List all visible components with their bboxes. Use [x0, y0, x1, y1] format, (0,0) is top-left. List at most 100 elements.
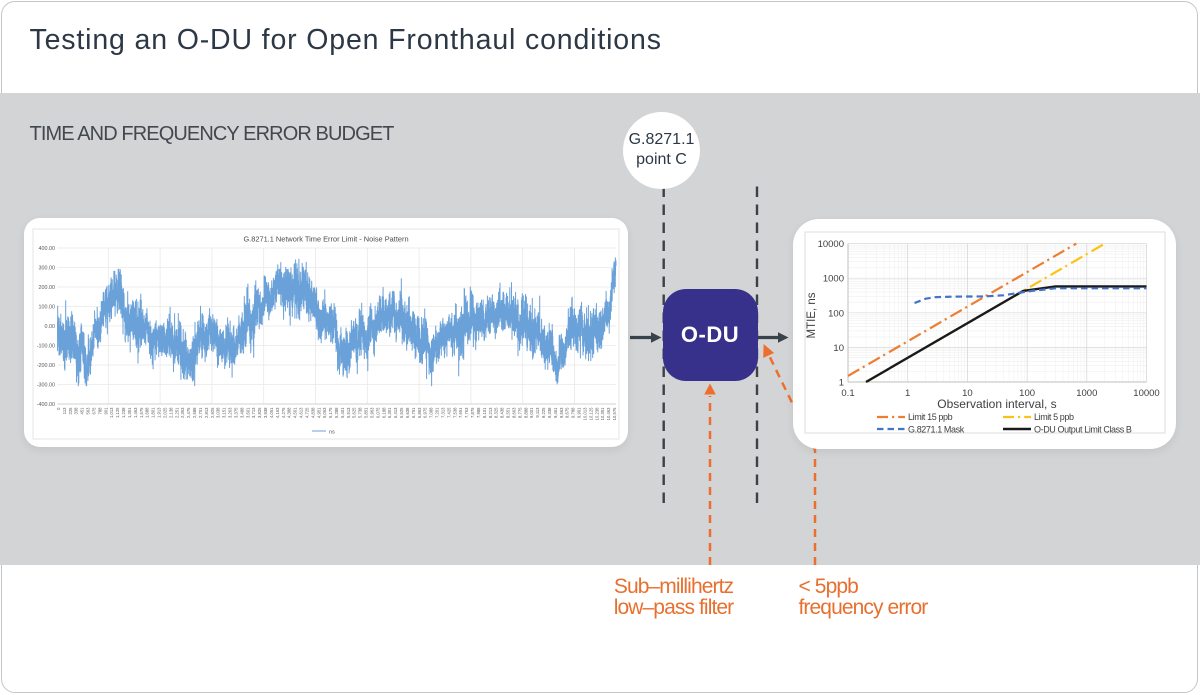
- svg-text:10000: 10000: [1133, 388, 1159, 399]
- svg-text:2,813: 2,813: [204, 407, 209, 418]
- svg-text:-100.00: -100.00: [37, 344, 55, 350]
- svg-text:7,875: 7,875: [470, 407, 475, 418]
- svg-text:10,238: 10,238: [594, 407, 599, 420]
- svg-text:563: 563: [86, 407, 91, 415]
- svg-text:2,138: 2,138: [168, 407, 173, 418]
- svg-text:5,288: 5,288: [334, 407, 339, 418]
- svg-text:5,738: 5,738: [358, 407, 363, 418]
- svg-text:5,063: 5,063: [322, 407, 327, 418]
- svg-text:ns: ns: [329, 429, 335, 435]
- svg-text:6,413: 6,413: [393, 407, 398, 418]
- svg-text:4,275: 4,275: [281, 407, 286, 418]
- svg-text:8,551: 8,551: [506, 407, 511, 418]
- svg-text:6,975: 6,975: [423, 407, 428, 418]
- svg-text:4,613: 4,613: [299, 407, 304, 418]
- svg-text:100: 100: [1019, 388, 1035, 399]
- svg-text:2,251: 2,251: [174, 407, 179, 418]
- svg-text:10: 10: [833, 343, 844, 354]
- svg-text:3,375: 3,375: [233, 407, 238, 418]
- svg-text:0: 0: [56, 407, 61, 410]
- svg-text:3,488: 3,488: [239, 407, 244, 418]
- svg-text:1000: 1000: [823, 274, 844, 285]
- svg-text:1,575: 1,575: [139, 407, 144, 418]
- svg-text:4,163: 4,163: [275, 407, 280, 418]
- svg-text:MTIE, ns: MTIE, ns: [806, 292, 818, 338]
- svg-text:7,201: 7,201: [435, 407, 440, 418]
- svg-text:788: 788: [97, 407, 102, 415]
- svg-text:G.8271.1 Mask: G.8271.1 Mask: [908, 425, 965, 435]
- svg-text:6,075: 6,075: [375, 407, 380, 418]
- svg-text:113: 113: [62, 407, 67, 414]
- svg-text:4,838: 4,838: [310, 407, 315, 418]
- svg-text:400.00: 400.00: [39, 246, 56, 252]
- svg-text:7,763: 7,763: [464, 407, 469, 418]
- svg-text:4,388: 4,388: [287, 407, 292, 418]
- svg-text:-400.00: -400.00: [37, 402, 55, 408]
- svg-text:4,725: 4,725: [304, 407, 309, 418]
- svg-text:4,501: 4,501: [293, 407, 298, 418]
- svg-text:8,325: 8,325: [494, 407, 499, 418]
- svg-text:675: 675: [92, 407, 97, 415]
- svg-text:1000: 1000: [1076, 388, 1097, 399]
- svg-text:901: 901: [103, 407, 108, 415]
- svg-text:5,513: 5,513: [346, 407, 351, 418]
- svg-text:5,625: 5,625: [352, 407, 357, 418]
- svg-text:1,801: 1,801: [151, 407, 156, 418]
- svg-text:8,663: 8,663: [511, 407, 516, 418]
- svg-text:451: 451: [80, 407, 85, 415]
- svg-text:1,688: 1,688: [145, 407, 150, 418]
- svg-text:6,863: 6,863: [417, 407, 422, 418]
- svg-text:100.00: 100.00: [39, 305, 56, 311]
- svg-text:9,675: 9,675: [565, 407, 570, 418]
- svg-text:7,538: 7,538: [452, 407, 457, 418]
- svg-text:10,575: 10,575: [612, 407, 617, 420]
- svg-text:2,363: 2,363: [180, 407, 185, 418]
- svg-text:338: 338: [74, 407, 79, 415]
- svg-text:10000: 10000: [818, 239, 844, 250]
- svg-text:7,313: 7,313: [441, 407, 446, 418]
- svg-text:2,588: 2,588: [192, 407, 197, 418]
- svg-text:1,351: 1,351: [127, 407, 132, 418]
- svg-text:1: 1: [839, 378, 844, 389]
- svg-text:9,451: 9,451: [553, 407, 558, 418]
- svg-text:5,175: 5,175: [328, 407, 333, 418]
- svg-text:0.00: 0.00: [45, 324, 56, 330]
- svg-text:7,988: 7,988: [476, 407, 481, 418]
- svg-text:300.00: 300.00: [39, 266, 56, 272]
- svg-text:2,475: 2,475: [186, 407, 191, 418]
- svg-text:3,263: 3,263: [228, 407, 233, 418]
- svg-text:-200.00: -200.00: [37, 363, 55, 369]
- svg-text:1,913: 1,913: [157, 407, 162, 418]
- svg-text:9,001: 9,001: [529, 407, 534, 418]
- svg-text:3,713: 3,713: [251, 407, 256, 418]
- svg-text:2,701: 2,701: [198, 407, 203, 418]
- svg-text:3,038: 3,038: [216, 407, 221, 418]
- svg-text:4,951: 4,951: [316, 407, 321, 418]
- svg-text:225: 225: [68, 407, 73, 415]
- svg-text:9,338: 9,338: [547, 407, 552, 418]
- svg-text:6,751: 6,751: [411, 407, 416, 418]
- svg-text:5,401: 5,401: [340, 407, 345, 418]
- svg-text:5,963: 5,963: [370, 407, 375, 418]
- svg-text:10,351: 10,351: [600, 407, 605, 420]
- svg-text:O-DU Output Limit Class B: O-DU Output Limit Class B: [1034, 425, 1132, 435]
- svg-text:3,938: 3,938: [263, 407, 268, 418]
- svg-text:8,775: 8,775: [517, 407, 522, 418]
- svg-text:Observation interval, s: Observation interval, s: [937, 397, 1056, 411]
- svg-text:100: 100: [828, 308, 844, 319]
- svg-text:9,563: 9,563: [559, 407, 564, 418]
- svg-text:7,088: 7,088: [429, 407, 434, 418]
- svg-text:7,425: 7,425: [446, 407, 451, 418]
- svg-text:3,601: 3,601: [245, 407, 250, 418]
- svg-text:7,651: 7,651: [458, 407, 463, 418]
- svg-text:9,788: 9,788: [571, 407, 576, 418]
- svg-text:9,113: 9,113: [535, 407, 540, 418]
- svg-text:4,051: 4,051: [269, 407, 274, 418]
- svg-text:8,101: 8,101: [482, 407, 487, 418]
- svg-text:6,188: 6,188: [381, 407, 386, 418]
- svg-text:6,301: 6,301: [387, 407, 392, 418]
- svg-text:3,151: 3,151: [222, 407, 227, 418]
- svg-text:0.1: 0.1: [841, 388, 854, 399]
- svg-text:10,125: 10,125: [588, 407, 593, 420]
- svg-text:9,901: 9,901: [577, 407, 582, 418]
